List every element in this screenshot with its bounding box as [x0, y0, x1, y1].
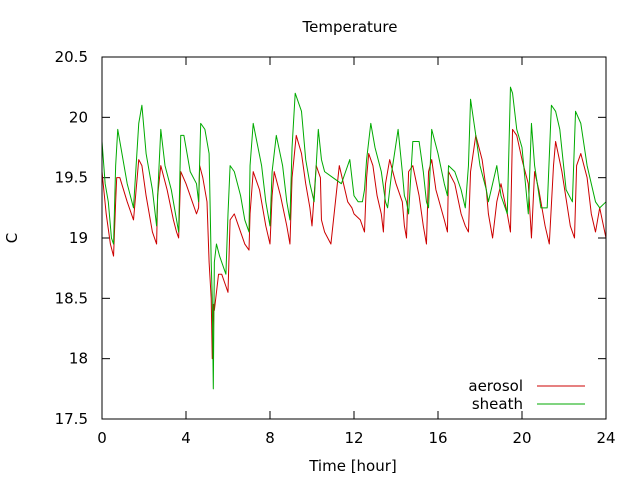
- legend-label-sheath: sheath: [472, 395, 523, 413]
- y-tick-label: 20: [69, 108, 88, 126]
- x-tick-label: 8: [265, 429, 275, 447]
- x-tick-label: 12: [344, 429, 363, 447]
- plot-frame: [101, 56, 607, 420]
- y-axis-label: C: [3, 233, 21, 243]
- y-tick-label: 18.5: [55, 289, 88, 307]
- y-tick-label: 19.5: [55, 169, 88, 187]
- y-tick-label: 19: [69, 229, 88, 247]
- x-tick-label: 16: [428, 429, 447, 447]
- x-tick-label: 0: [97, 429, 107, 447]
- series-line-sheath: [101, 86, 607, 390]
- x-tick-label: 20: [512, 429, 531, 447]
- x-axis-label: Time [hour]: [308, 457, 397, 475]
- chart-title: Temperature: [301, 18, 397, 36]
- y-tick-label: 17.5: [55, 410, 88, 428]
- y-tick-label: 18: [69, 350, 88, 368]
- x-tick-label: 4: [181, 429, 191, 447]
- x-tick-label: 24: [596, 429, 615, 447]
- legend-label-aerosol: aerosol: [468, 377, 523, 395]
- series-line-aerosol: [101, 128, 607, 360]
- y-tick-label: 20.5: [55, 48, 88, 66]
